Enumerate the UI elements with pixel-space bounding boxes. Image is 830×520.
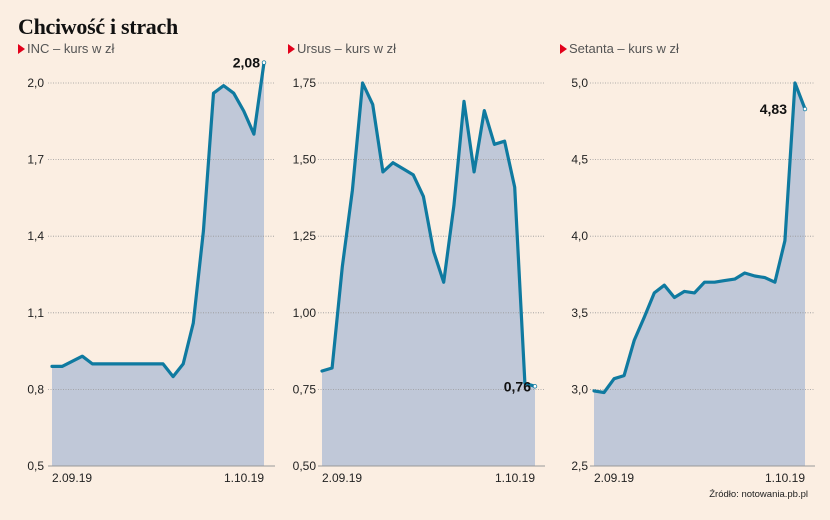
setanta-last-point-marker: [802, 106, 808, 112]
inc-y-tick-label: 1,1: [27, 306, 44, 320]
red-triangle-marker-icon: [288, 44, 295, 54]
panel-ursus-title: Ursus – kurs w zł: [288, 41, 396, 56]
inc-last-value-label: 2,08: [233, 55, 260, 71]
inc-y-tick-label: 0,8: [27, 382, 44, 396]
setanta-price-line: [592, 81, 807, 395]
inc-y-tick-label: 1,4: [27, 229, 44, 243]
setanta-y-tick-label: 4,5: [571, 153, 588, 167]
setanta-y-tick-label: 3,0: [571, 382, 588, 396]
setanta-y-tick-label: 5,0: [571, 76, 588, 90]
setanta-x-label-end: 1.10.19: [765, 471, 805, 485]
ursus-y-tick-label: 0,50: [293, 459, 317, 473]
setanta-y-tick-label: 4,0: [571, 229, 588, 243]
inc-area-fill: [52, 62, 264, 466]
setanta-area-fill: [594, 83, 805, 466]
setanta-y-tick-label: 3,5: [571, 306, 588, 320]
inc-price-line: [50, 60, 266, 379]
inc-x-label-start: 2.09.19: [52, 471, 92, 485]
panel-setanta-title-text: Setanta – kurs w zł: [569, 41, 679, 56]
inc-x-label-end: 1.10.19: [224, 471, 264, 485]
inc-y-tick-label: 1,7: [27, 153, 44, 167]
ursus-y-tick-label: 1,25: [293, 229, 317, 243]
ursus-x-label-end: 1.10.19: [495, 471, 535, 485]
setanta-last-value-label: 4,83: [760, 101, 787, 117]
chart-title: Chciwość i strach: [18, 14, 178, 39]
ursus-x-label-start: 2.09.19: [322, 471, 362, 485]
ursus-y-tick-label: 1,50: [293, 153, 317, 167]
ursus-last-point-marker: [532, 384, 538, 389]
source-note: Źródło: notowania.pb.pl: [709, 489, 808, 500]
inc-y-tick-label: 2,0: [27, 76, 44, 90]
setanta-y-tick-label: 2,5: [571, 459, 588, 473]
ursus-price-line: [320, 81, 537, 388]
setanta-x-label-start: 2.09.19: [594, 471, 634, 485]
ursus-y-tick-label: 1,75: [293, 76, 317, 90]
ursus-y-tick-label: 0,75: [293, 382, 317, 396]
inc-last-point-marker: [261, 60, 267, 65]
red-triangle-marker-icon: [18, 44, 25, 54]
panel-inc-title: INC – kurs w zł: [18, 41, 114, 56]
ursus-area-fill: [322, 83, 535, 466]
panel-inc-title-text: INC – kurs w zł: [27, 41, 115, 56]
inc-y-tick-label: 0,5: [27, 459, 44, 473]
red-triangle-marker-icon: [560, 44, 567, 54]
ursus-last-value-label: 0,76: [504, 378, 531, 394]
panel-ursus-title-text: Ursus – kurs w zł: [297, 41, 396, 56]
panel-setanta-title: Setanta – kurs w zł: [560, 41, 679, 56]
ursus-y-tick-label: 1,00: [293, 306, 317, 320]
